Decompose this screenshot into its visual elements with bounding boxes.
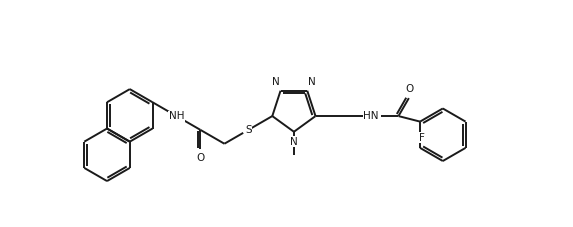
Text: NH: NH (168, 111, 185, 121)
Text: S: S (245, 125, 252, 135)
Text: O: O (197, 153, 205, 163)
Text: N: N (272, 77, 280, 87)
Text: HN: HN (363, 111, 379, 121)
Text: N: N (308, 77, 316, 87)
Text: N: N (290, 137, 298, 147)
Text: O: O (406, 84, 414, 94)
Text: F: F (419, 133, 425, 143)
